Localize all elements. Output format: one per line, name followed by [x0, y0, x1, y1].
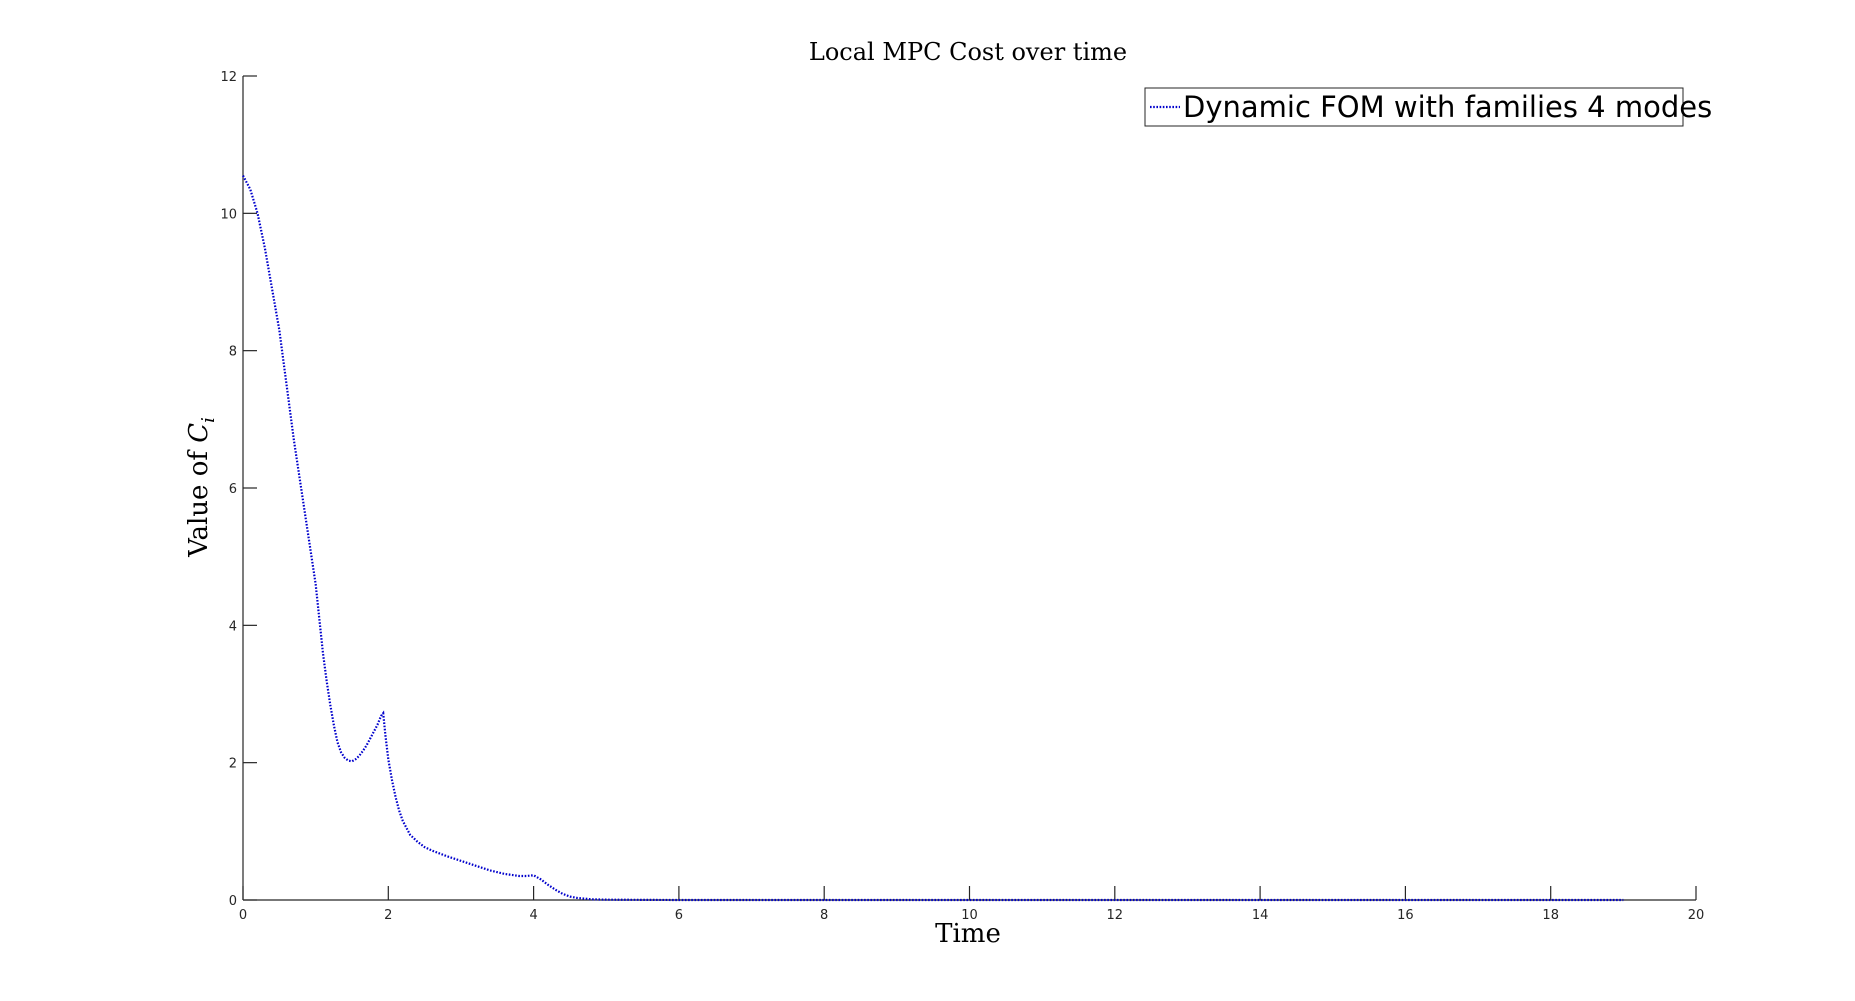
series-line-dynamic-fom [242, 175, 1624, 902]
legend: Dynamic FOM with families 4 modes [1144, 87, 1712, 127]
x-tick-label: 4 [529, 908, 537, 923]
x-tick-label: 18 [1542, 908, 1559, 923]
x-tick-label: 14 [1252, 908, 1269, 923]
y-axis-label-symbol: C [184, 423, 214, 443]
x-tick-label: 10 [961, 908, 978, 923]
x-tick-label: 16 [1397, 908, 1414, 923]
x-tick-label: 20 [1688, 908, 1705, 923]
y-axis-ticks: 0 2 4 6 8 10 12 [220, 70, 257, 909]
x-tick-label: 12 [1107, 908, 1124, 923]
x-axis-ticks: 0 2 4 6 8 10 12 14 16 18 20 [239, 886, 1704, 923]
y-tick-label: 10 [220, 207, 237, 222]
x-tick-label: 2 [384, 908, 392, 923]
x-tick-label: 0 [239, 908, 247, 923]
x-tick-label: 8 [820, 908, 828, 923]
x-axis-label: Time [935, 919, 1001, 949]
y-axis-label-subscript: i [198, 417, 219, 423]
y-tick-label: 12 [220, 70, 237, 85]
y-tick-label: 0 [229, 894, 237, 909]
y-tick-label: 6 [229, 482, 237, 497]
legend-label: Dynamic FOM with families 4 modes [1183, 90, 1712, 124]
y-tick-label: 8 [229, 345, 237, 360]
chart-title: Local MPC Cost over time [809, 38, 1127, 66]
y-axis-label-text: Value of [184, 443, 214, 558]
y-axis-label: Value of Ci [184, 417, 219, 558]
x-tick-label: 6 [675, 908, 683, 923]
legend-box [1144, 87, 1684, 127]
y-tick-label: 2 [229, 757, 237, 772]
y-tick-label: 4 [229, 619, 237, 634]
